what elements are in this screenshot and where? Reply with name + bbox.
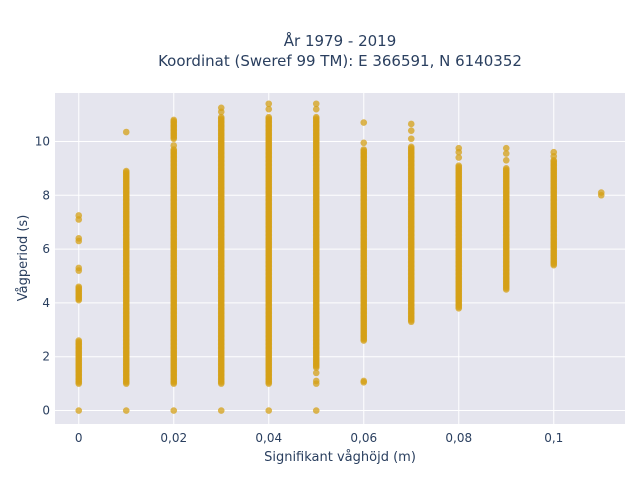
plot-background	[55, 93, 625, 424]
data-point	[122, 128, 130, 136]
y-tick-label: 0	[42, 404, 50, 418]
y-tick-label: 6	[42, 242, 50, 256]
data-point	[597, 189, 605, 196]
data-point	[75, 407, 83, 414]
x-tick-label: 0,08	[445, 431, 472, 445]
data-point	[360, 119, 368, 126]
data-point	[75, 283, 83, 291]
data-point	[360, 139, 368, 147]
data-point	[550, 148, 558, 156]
data-point	[75, 264, 83, 272]
data-point	[265, 407, 273, 414]
y-axis-title: Vågperiod (s)	[16, 215, 31, 302]
data-point	[312, 377, 320, 385]
data-point	[455, 154, 463, 161]
chart-title-line-1: År 1979 - 2019	[284, 31, 397, 50]
y-tick-label: 4	[42, 296, 50, 310]
data-point	[407, 127, 415, 134]
data-point	[217, 407, 225, 414]
data-point	[502, 144, 510, 152]
data-point	[407, 143, 415, 151]
data-point	[312, 113, 320, 121]
data-point	[502, 156, 510, 164]
data-point	[122, 167, 130, 175]
data-point	[75, 212, 83, 219]
y-tick-label: 2	[42, 350, 50, 364]
x-tick-label: 0,02	[160, 431, 187, 445]
data-point	[217, 104, 225, 112]
x-tick-label: 0,06	[350, 431, 377, 445]
data-point	[170, 407, 178, 414]
data-point	[502, 150, 510, 157]
y-tick-label: 10	[35, 134, 50, 148]
data-point	[455, 162, 463, 169]
data-point	[407, 120, 415, 128]
tick-labels: 0 0,02 0,04 0,06 0,08 0,1 0 2 4 6 8 10	[35, 134, 564, 445]
data-point	[407, 135, 415, 143]
data-point	[312, 105, 320, 113]
data-point	[312, 369, 320, 377]
data-point	[122, 407, 130, 414]
x-tick-label: 0	[75, 431, 83, 445]
data-point	[265, 113, 273, 121]
data-point	[502, 165, 510, 172]
data-point	[455, 144, 463, 152]
data-point	[360, 377, 368, 385]
y-tick-label: 8	[42, 188, 50, 202]
data-point	[170, 142, 178, 149]
x-tick-label: 0,04	[255, 431, 282, 445]
x-tick-label: 0,1	[544, 431, 563, 445]
chart-title-line-2: Koordinat (Sweref 99 TM): E 366591, N 61…	[158, 52, 522, 70]
data-points	[75, 100, 605, 414]
data-point	[75, 337, 83, 344]
data-point	[217, 113, 225, 121]
data-point	[360, 146, 368, 153]
data-point	[75, 235, 83, 242]
data-point	[265, 100, 273, 108]
data-point	[265, 105, 273, 113]
data-point	[170, 116, 178, 124]
x-axis-title: Signifikant våghöjd (m)	[264, 450, 416, 465]
data-point	[312, 100, 320, 108]
data-point	[312, 407, 320, 414]
